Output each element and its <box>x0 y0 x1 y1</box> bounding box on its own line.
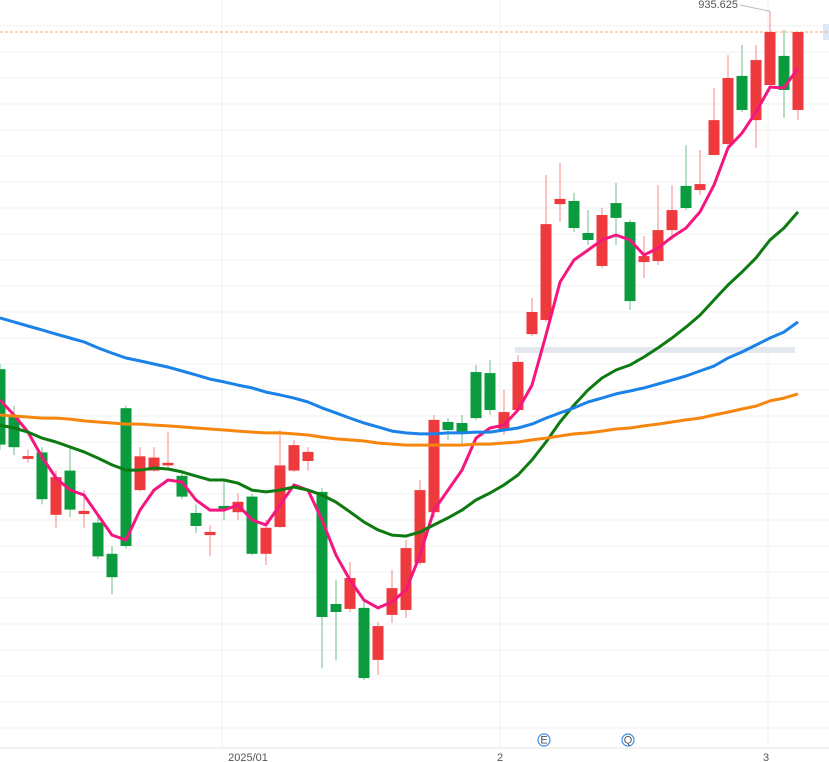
x-tick-label: 2025/01 <box>228 752 268 762</box>
candle-body <box>204 531 216 536</box>
candle-body <box>442 421 454 431</box>
candle-body <box>400 548 412 610</box>
ma-line <box>0 392 799 447</box>
candle-body <box>568 200 580 229</box>
ma-line <box>0 210 800 538</box>
candle-body <box>288 445 300 471</box>
candle-body <box>456 423 468 433</box>
candle-body <box>624 222 636 302</box>
candle-body <box>372 626 384 660</box>
x-tick-label: 2 <box>497 752 503 762</box>
candle-body <box>106 553 118 578</box>
candle-body <box>302 451 314 461</box>
candle-body <box>414 490 426 563</box>
candle-body <box>358 607 370 679</box>
candle-body <box>120 408 132 546</box>
event-label: E <box>540 734 547 746</box>
candle-body <box>778 55 790 90</box>
candle-body <box>36 452 48 500</box>
candle-body <box>162 462 174 466</box>
candle-body <box>610 203 622 218</box>
x-tick-label: 3 <box>763 752 769 762</box>
candle-body <box>470 372 482 419</box>
candle-body <box>750 60 762 121</box>
candle-body <box>792 31 804 110</box>
candle-body <box>316 491 328 617</box>
candle-body <box>246 496 258 554</box>
ma-line <box>0 67 800 610</box>
candle-body <box>554 198 566 205</box>
event-icon <box>621 733 635 747</box>
candle-body <box>344 577 356 609</box>
candle-body <box>176 475 188 497</box>
candle-body <box>708 120 720 155</box>
event-icon <box>537 733 551 747</box>
high-label: 935.625 <box>698 0 738 11</box>
candle-body <box>134 456 146 491</box>
candle-body <box>190 512 202 526</box>
candle-body <box>540 224 552 321</box>
candle-body <box>680 185 692 208</box>
candle-body <box>722 78 734 145</box>
candle-body <box>666 210 678 231</box>
candle-body <box>260 527 272 554</box>
candle-body <box>638 256 650 263</box>
candle-body <box>148 457 160 471</box>
candle-body <box>694 184 706 191</box>
candle-body <box>498 412 510 431</box>
candle-body <box>274 465 286 528</box>
candle-body <box>218 505 230 510</box>
candle-body <box>92 522 104 557</box>
ma-line <box>0 316 799 436</box>
candle-body <box>736 75 748 110</box>
annotation-leader <box>739 4 771 12</box>
candle-body <box>50 477 62 515</box>
candle-body <box>764 31 776 86</box>
candle-body <box>78 510 90 515</box>
candle-body <box>22 456 34 459</box>
candle-body <box>428 419 440 513</box>
candle-body <box>330 603 342 613</box>
candle-body <box>652 230 664 262</box>
event-label: Q <box>624 734 633 746</box>
candle-body <box>0 369 6 445</box>
candle-body <box>8 416 20 448</box>
candle-body <box>582 232 594 240</box>
candle-body <box>512 361 524 411</box>
candle-body <box>526 312 538 335</box>
candle-body <box>484 373 496 411</box>
